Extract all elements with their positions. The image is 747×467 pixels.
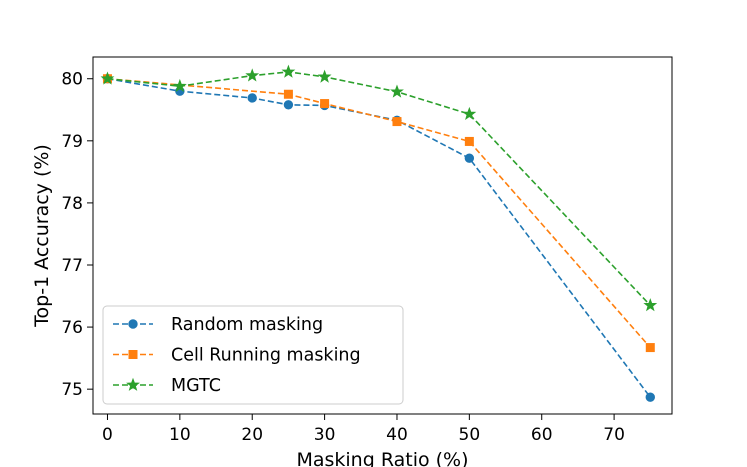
y-tick-label: 79 [61,132,83,152]
data-point: Cell Running masking: (40, 79.31) [392,117,402,127]
x-tick-label: 40 [386,425,408,445]
data-point: Cell Running masking: (50, 78.99) [464,136,474,146]
data-point: MGTC: (30, 80.03) [317,69,332,83]
data-point: Random masking: (20, 79.69) [247,93,257,103]
y-tick-label: 76 [61,318,83,338]
data-point: MGTC: (0, 80) [100,71,115,85]
data-point: MGTC: (50, 79.43) [462,106,477,120]
legend-label: Cell Running masking [171,346,361,366]
legend-frame [102,305,404,405]
x-tick-label: 50 [459,425,481,445]
plot-area [92,56,673,415]
data-point: Cell Running masking: (75, 75.67) [645,343,655,353]
data-point: Random masking: (25, 79.58) [283,100,294,110]
y-tick-label: 75 [61,380,83,400]
x-tick-label: 20 [241,425,263,445]
x-axis-label: Masking Ratio (%) [296,449,468,467]
axis-ticks: 0 10 20 30 40 50 60 70 75 76 77 78 79 80 [61,70,625,445]
x-tick-label: 10 [169,425,191,445]
data-point: Random masking: (50, 78.72) [464,153,475,163]
x-tick-label: 70 [603,425,625,445]
legend-label: MGTC [171,376,221,396]
legend-label: Random masking [171,315,323,335]
x-tick-label: 0 [102,425,113,445]
data-point: MGTC: (20, 80.05) [245,68,260,82]
legend-marker [126,377,140,391]
legend-marker [128,319,138,329]
legend-item: Random masking [113,315,323,335]
data-point: Cell Running masking: (30, 79.6) [320,99,330,109]
x-tick-label: 30 [314,425,336,445]
data-point: MGTC: (75, 76.35) [643,298,658,312]
series-layer: Random masking: (0, 80)Random masking: (… [100,64,658,402]
data-point: MGTC: (25, 80.11) [281,64,296,78]
series-mgtc: MGTC: (0, 80) MGTC: (10, 79.88) MGTC: (20,… [100,64,658,312]
data-point: Random masking: (75, 74.87) [645,392,655,402]
y-tick-label: 80 [61,70,83,90]
legend-item: Cell Running masking [113,346,361,366]
series-line [107,71,651,306]
series-line [107,77,651,349]
y-tick-label: 77 [61,256,83,276]
y-tick-label: 78 [61,194,83,214]
data-point: MGTC: (40, 79.79) [390,84,404,98]
data-point: MGTC: (10, 79.88) [172,78,187,93]
legend-item: MGTC [113,376,221,396]
y-axis-label: Top-1 Accuracy (%) [31,144,53,328]
data-point: Cell Running masking: (25, 79.75) [283,89,293,99]
x-tick-label: 60 [531,425,553,445]
series-line [107,77,651,398]
legend-marker [128,350,138,359]
legend: Random masking Cell Running masking MGTC [102,305,404,405]
